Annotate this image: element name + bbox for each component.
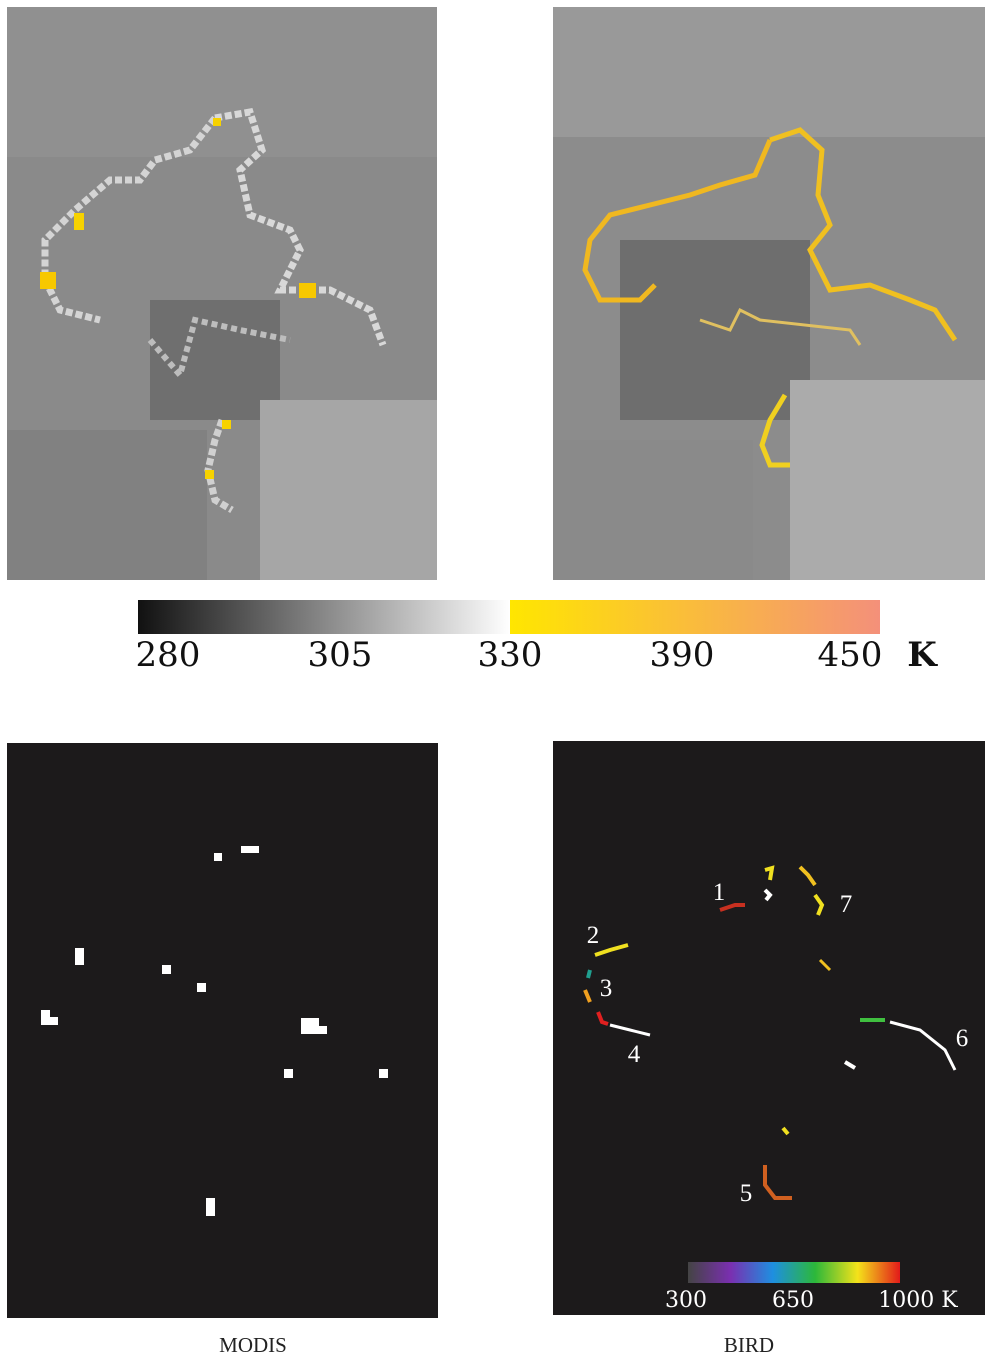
bird-colorbar-tick: 1000 K [878,1288,958,1313]
caption: BIRD [724,1333,774,1357]
bird-colorbar [688,1262,900,1283]
fire-label: 5 [740,1180,753,1207]
bird-colorbar-tick: 300 [665,1288,707,1313]
bird-detection [553,741,985,1315]
colorbar-gray [138,600,510,634]
colorbar-unit: K [907,635,938,675]
bird-colorbar-tick: 650 [772,1288,814,1313]
colorbar-tick: 305 [308,635,373,675]
fire-label: 7 [840,891,853,918]
fire-label: 4 [628,1041,641,1068]
bird-image [553,7,985,580]
modis-detection [7,743,438,1318]
modis-image [7,7,437,580]
fire-label: 1 [713,879,726,906]
colorbar-tick: 450 [818,635,883,675]
caption: MODIS [219,1333,287,1357]
colorbar-tick: 390 [650,635,715,675]
fire-label: 6 [956,1025,969,1052]
fire-label: 2 [587,922,600,949]
colorbar-tick: 330 [478,635,543,675]
colorbar-hot [510,600,880,634]
fire-label: 3 [600,975,613,1002]
colorbar-tick: 280 [136,635,201,675]
